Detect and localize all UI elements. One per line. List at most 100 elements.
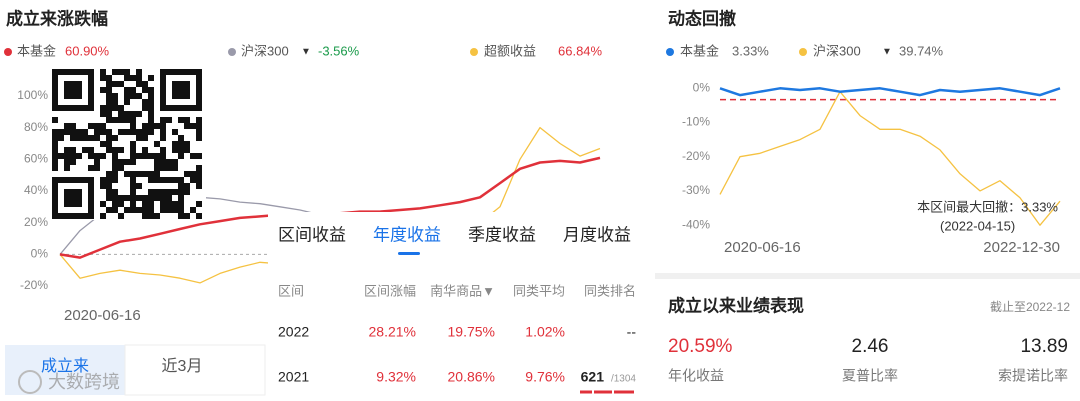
qr-module — [100, 105, 106, 111]
qr-module — [172, 93, 178, 99]
qr-module — [160, 159, 166, 165]
y-tick-label: 80% — [24, 120, 48, 134]
range-button[interactable]: 成立来 — [41, 357, 89, 375]
button-bg — [124, 344, 266, 396]
qr-module — [154, 177, 160, 183]
qr-module — [190, 171, 196, 177]
qr-module — [178, 147, 184, 153]
section-title: 成立以来业绩表现 — [668, 295, 804, 315]
tab[interactable]: 月度收益 — [563, 225, 631, 244]
qr-module — [190, 69, 196, 75]
qr-module — [52, 177, 58, 183]
qr-module — [154, 165, 160, 171]
qr-module — [190, 105, 196, 111]
metric-value: 13.89 — [1020, 336, 1068, 357]
tab-panel — [268, 212, 646, 401]
legend-dot — [228, 48, 236, 56]
qr-module — [160, 165, 166, 171]
qr-module — [94, 135, 100, 141]
qr-module — [94, 129, 100, 135]
qr-module — [142, 87, 148, 93]
range-button[interactable]: 近3月 — [162, 357, 203, 375]
qr-module — [100, 213, 106, 219]
qr-module — [52, 81, 58, 87]
qr-module — [196, 201, 202, 207]
qr-module — [112, 159, 118, 165]
qr-module — [124, 99, 130, 105]
qr-module — [172, 105, 178, 111]
legend-dot — [799, 48, 807, 56]
qr-module — [64, 213, 70, 219]
tab[interactable]: 区间收益 — [278, 225, 346, 244]
qr-module — [76, 195, 82, 201]
qr-module — [112, 117, 118, 123]
rank: 621 — [581, 369, 605, 385]
qr-module — [130, 147, 136, 153]
tab[interactable]: 季度收益 — [468, 225, 536, 244]
qr-module — [184, 183, 190, 189]
qr-module — [76, 105, 82, 111]
qr-module — [148, 117, 154, 123]
qr-module — [88, 195, 94, 201]
qr-module — [64, 189, 70, 195]
qr-module — [100, 111, 106, 117]
qr-module — [190, 177, 196, 183]
qr-module — [142, 81, 148, 87]
qr-module — [178, 81, 184, 87]
qr-module — [106, 81, 112, 87]
qr-module — [76, 189, 82, 195]
qr-module — [160, 195, 166, 201]
table-header: 区间 — [278, 283, 304, 298]
qr-module — [52, 69, 58, 75]
qr-module — [142, 213, 148, 219]
qr-module — [82, 177, 88, 183]
qr-module — [196, 69, 202, 75]
qr-module — [172, 177, 178, 183]
qr-module — [70, 201, 76, 207]
qr-module — [124, 171, 130, 177]
x-tick-label: 2020-06-16 — [64, 307, 141, 324]
qr-module — [124, 195, 130, 201]
qr-module — [64, 93, 70, 99]
qr-module — [106, 117, 112, 123]
qr-module — [184, 141, 190, 147]
watermark: 大数跨境 — [48, 372, 120, 392]
qr-module — [154, 213, 160, 219]
qr-module — [196, 153, 202, 159]
qr-module — [70, 123, 76, 129]
series-line — [719, 91, 1061, 226]
qr-module — [178, 135, 184, 141]
qr-module — [82, 213, 88, 219]
qr-module — [88, 69, 94, 75]
qr-module — [112, 105, 118, 111]
qr-module — [184, 105, 190, 111]
qr-module — [196, 93, 202, 99]
qr-module — [178, 195, 184, 201]
qr-module — [118, 105, 124, 111]
qr-module — [82, 135, 88, 141]
qr-module — [172, 69, 178, 75]
tab-underline — [398, 252, 420, 255]
qr-module — [70, 159, 76, 165]
qr-module — [130, 195, 136, 201]
qr-module — [94, 153, 100, 159]
qr-module — [160, 135, 166, 141]
qr-module — [160, 177, 166, 183]
qr-module — [160, 201, 166, 207]
qr-module — [106, 87, 112, 93]
qr-module — [58, 69, 64, 75]
qr-module — [172, 87, 178, 93]
y-tick-label: -30% — [682, 183, 710, 197]
qr-module — [196, 177, 202, 183]
qr-module — [154, 153, 160, 159]
qr-module — [76, 201, 82, 207]
qr-module — [130, 111, 136, 117]
qr-module — [88, 87, 94, 93]
qr-module — [136, 135, 142, 141]
qr-module — [88, 201, 94, 207]
button-bg — [5, 345, 125, 395]
legend-name: 本基金 — [17, 43, 56, 58]
tab[interactable]: 年度收益 — [373, 225, 441, 244]
legend-value: -3.56% — [318, 43, 360, 58]
qr-module — [130, 117, 136, 123]
